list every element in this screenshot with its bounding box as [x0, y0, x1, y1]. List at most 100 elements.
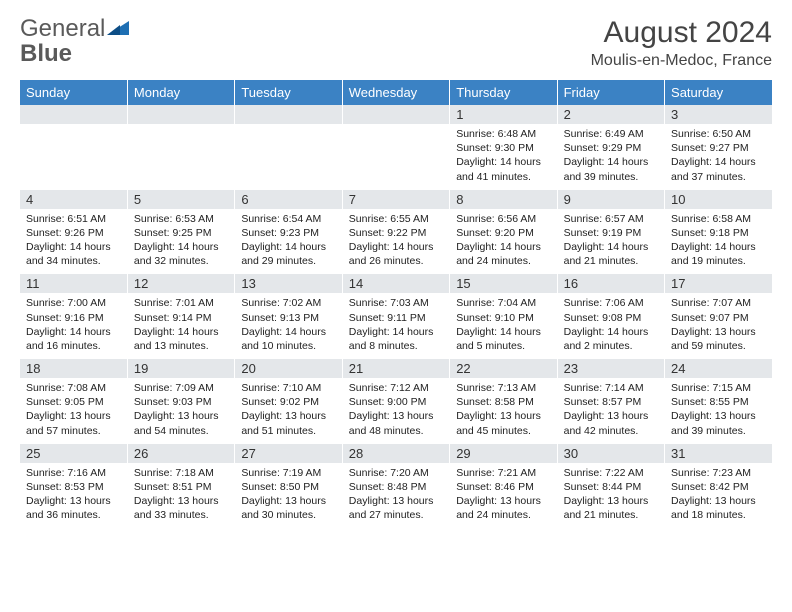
day-info: Sunrise: 7:15 AM Sunset: 8:55 PM Dayligh… — [665, 378, 772, 444]
day-number-label: 28 — [349, 446, 363, 461]
day-number-label: 27 — [241, 446, 255, 461]
col-friday: Friday — [557, 80, 664, 105]
day-info: Sunrise: 7:00 AM Sunset: 9:16 PM Dayligh… — [20, 293, 127, 359]
week-4-daynum-row: 25 26 27 28 29 30 31 — [20, 444, 772, 463]
day-number-label: 3 — [671, 107, 678, 122]
day-info: Sunrise: 7:12 AM Sunset: 9:00 PM Dayligh… — [342, 378, 449, 444]
day-number: 25 — [20, 444, 127, 463]
day-info: Sunrise: 7:22 AM Sunset: 8:44 PM Dayligh… — [557, 463, 664, 529]
header: GeneralBlue August 2024 Moulis-en-Medoc,… — [20, 16, 772, 70]
day-number — [235, 105, 342, 124]
day-number-label: 24 — [671, 361, 685, 376]
day-info: Sunrise: 7:16 AM Sunset: 8:53 PM Dayligh… — [20, 463, 127, 529]
day-number: 22 — [450, 359, 557, 378]
day-info: Sunrise: 6:50 AM Sunset: 9:27 PM Dayligh… — [665, 124, 772, 190]
day-number: 2 — [557, 105, 664, 124]
day-number: 18 — [20, 359, 127, 378]
week-3-info-row: Sunrise: 7:08 AM Sunset: 9:05 PM Dayligh… — [20, 378, 772, 444]
day-info: Sunrise: 7:02 AM Sunset: 9:13 PM Dayligh… — [235, 293, 342, 359]
title-block: August 2024 Moulis-en-Medoc, France — [591, 16, 772, 70]
day-number: 6 — [235, 190, 342, 209]
calendar-page: GeneralBlue August 2024 Moulis-en-Medoc,… — [0, 0, 792, 538]
day-number — [20, 105, 127, 124]
logo: GeneralBlue — [20, 16, 129, 66]
col-sunday: Sunday — [20, 80, 127, 105]
day-info — [127, 124, 234, 190]
day-number-label: 4 — [26, 192, 33, 207]
day-number-label: 30 — [564, 446, 578, 461]
day-number-label: 18 — [26, 361, 40, 376]
day-number: 11 — [20, 274, 127, 293]
day-number: 1 — [450, 105, 557, 124]
day-number-label: 13 — [241, 276, 255, 291]
day-number-label: 14 — [349, 276, 363, 291]
day-number-label: 9 — [564, 192, 571, 207]
day-number: 28 — [342, 444, 449, 463]
day-number: 13 — [235, 274, 342, 293]
logo-triangle-icon — [107, 16, 129, 41]
logo-text-2: Blue — [20, 40, 72, 67]
day-info — [20, 124, 127, 190]
day-number: 26 — [127, 444, 234, 463]
col-tuesday: Tuesday — [235, 80, 342, 105]
day-info: Sunrise: 7:13 AM Sunset: 8:58 PM Dayligh… — [450, 378, 557, 444]
col-thursday: Thursday — [450, 80, 557, 105]
day-number: 12 — [127, 274, 234, 293]
week-0-daynum-row: 12 3 — [20, 105, 772, 124]
day-info: Sunrise: 6:54 AM Sunset: 9:23 PM Dayligh… — [235, 209, 342, 275]
day-number-label: 8 — [456, 192, 463, 207]
day-info: Sunrise: 7:20 AM Sunset: 8:48 PM Dayligh… — [342, 463, 449, 529]
day-number: 24 — [665, 359, 772, 378]
page-subtitle: Moulis-en-Medoc, France — [591, 52, 772, 70]
day-number-label: 6 — [241, 192, 248, 207]
day-number: 21 — [342, 359, 449, 378]
day-info: Sunrise: 7:10 AM Sunset: 9:02 PM Dayligh… — [235, 378, 342, 444]
day-number: 15 — [450, 274, 557, 293]
day-info: Sunrise: 7:18 AM Sunset: 8:51 PM Dayligh… — [127, 463, 234, 529]
day-number-label: 26 — [134, 446, 148, 461]
day-info: Sunrise: 6:48 AM Sunset: 9:30 PM Dayligh… — [450, 124, 557, 190]
day-number: 31 — [665, 444, 772, 463]
day-number-label: 2 — [564, 107, 571, 122]
day-info: Sunrise: 7:01 AM Sunset: 9:14 PM Dayligh… — [127, 293, 234, 359]
day-number — [342, 105, 449, 124]
day-number-label: 5 — [134, 192, 141, 207]
day-number-label: 31 — [671, 446, 685, 461]
day-number: 5 — [127, 190, 234, 209]
week-1-info-row: Sunrise: 6:51 AM Sunset: 9:26 PM Dayligh… — [20, 209, 772, 275]
day-info: Sunrise: 6:55 AM Sunset: 9:22 PM Dayligh… — [342, 209, 449, 275]
day-number-label: 10 — [671, 192, 685, 207]
day-number: 7 — [342, 190, 449, 209]
day-info — [235, 124, 342, 190]
day-info: Sunrise: 6:58 AM Sunset: 9:18 PM Dayligh… — [665, 209, 772, 275]
day-number-label: 15 — [456, 276, 470, 291]
day-number: 14 — [342, 274, 449, 293]
day-number: 17 — [665, 274, 772, 293]
day-number: 19 — [127, 359, 234, 378]
day-number-label: 23 — [564, 361, 578, 376]
day-info: Sunrise: 7:09 AM Sunset: 9:03 PM Dayligh… — [127, 378, 234, 444]
day-info: Sunrise: 7:23 AM Sunset: 8:42 PM Dayligh… — [665, 463, 772, 529]
day-number: 4 — [20, 190, 127, 209]
day-info: Sunrise: 7:19 AM Sunset: 8:50 PM Dayligh… — [235, 463, 342, 529]
day-number-label: 25 — [26, 446, 40, 461]
col-saturday: Saturday — [665, 80, 772, 105]
day-number: 23 — [557, 359, 664, 378]
day-number-label: 19 — [134, 361, 148, 376]
page-title: August 2024 — [591, 16, 772, 50]
day-number-label: 7 — [349, 192, 356, 207]
week-3-daynum-row: 18192021222324 — [20, 359, 772, 378]
day-info: Sunrise: 7:14 AM Sunset: 8:57 PM Dayligh… — [557, 378, 664, 444]
weekday-header-row: Sunday Monday Tuesday Wednesday Thursday… — [20, 80, 772, 105]
day-number: 8 — [450, 190, 557, 209]
day-number-label: 11 — [26, 276, 40, 291]
day-number: 29 — [450, 444, 557, 463]
week-2-info-row: Sunrise: 7:00 AM Sunset: 9:16 PM Dayligh… — [20, 293, 772, 359]
day-info — [342, 124, 449, 190]
day-number-label: 12 — [134, 276, 148, 291]
day-number-label: 16 — [564, 276, 578, 291]
col-wednesday: Wednesday — [342, 80, 449, 105]
day-info: Sunrise: 7:03 AM Sunset: 9:11 PM Dayligh… — [342, 293, 449, 359]
day-number: 10 — [665, 190, 772, 209]
week-1-daynum-row: 4 5 6 7 8 9 10 — [20, 190, 772, 209]
